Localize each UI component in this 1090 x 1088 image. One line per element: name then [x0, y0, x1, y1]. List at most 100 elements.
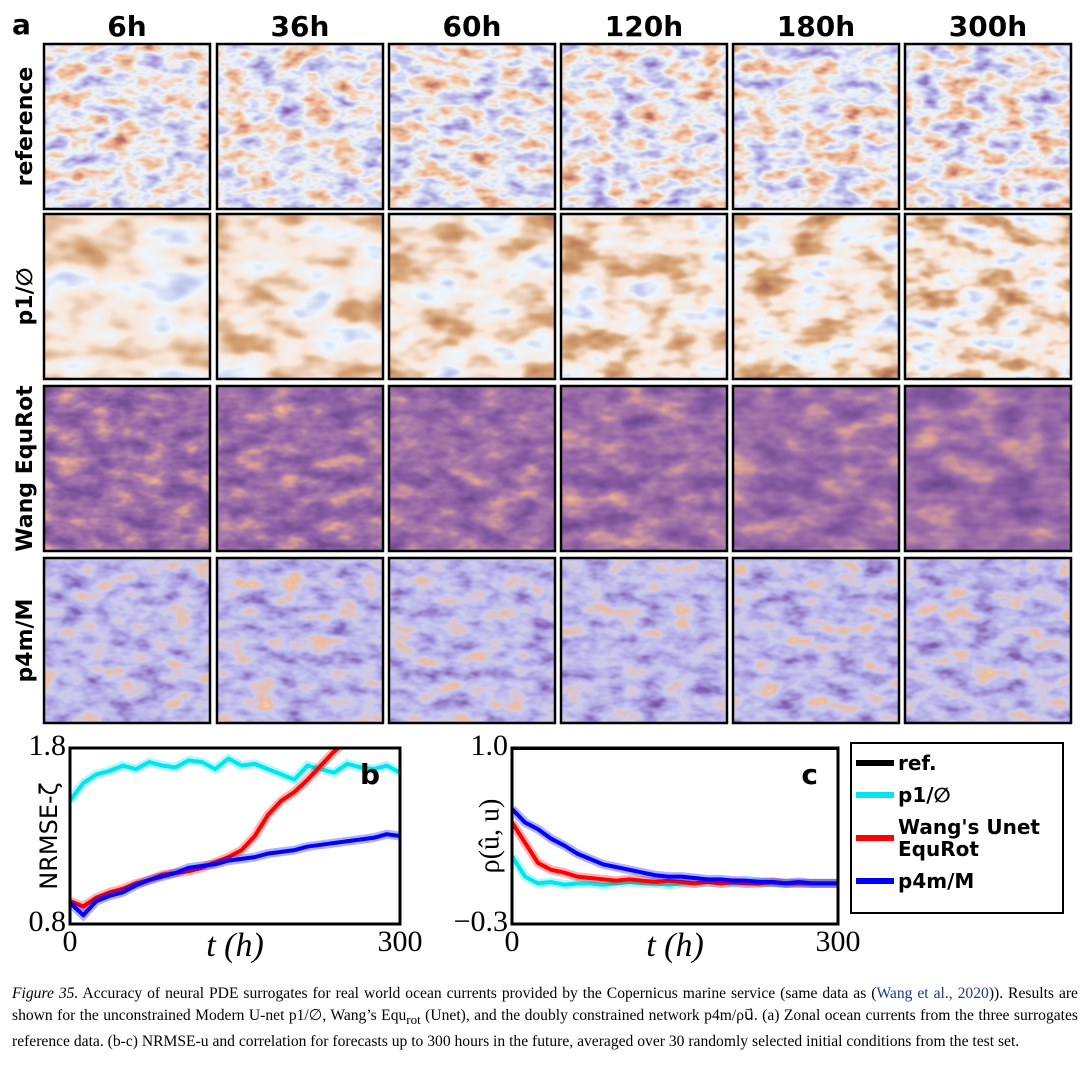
legend-label: p4m/M [898, 869, 975, 893]
y-tick-label: −0.3 [454, 905, 508, 938]
y-tick-label: 1.8 [29, 729, 67, 762]
image-frame [215, 212, 385, 381]
plot-frame [68, 746, 402, 926]
row-label: p1/∅ [13, 268, 38, 326]
citation: Wang et al., 2020 [876, 985, 989, 1002]
field-image [44, 558, 210, 723]
legend-swatch [856, 835, 894, 841]
plot-frame [510, 746, 840, 926]
image-frame [559, 556, 729, 725]
x-tick-label: 300 [378, 925, 423, 958]
image-frame [387, 212, 557, 381]
image-frame [903, 384, 1073, 553]
field-image [561, 558, 727, 723]
image-frame [42, 384, 212, 553]
image-frame [42, 42, 212, 211]
field-image [389, 214, 555, 379]
y-tick-label: 0.8 [29, 905, 67, 938]
row-label: reference [13, 67, 38, 187]
field-image [733, 214, 899, 379]
legend-label: p1/∅ [898, 783, 951, 807]
field-image [44, 44, 210, 209]
image-frame [215, 556, 385, 725]
column-header: 300h [949, 10, 1027, 43]
field-image [905, 214, 1071, 379]
field-image [733, 558, 899, 723]
column-header: 60h [443, 10, 502, 43]
image-frame [42, 212, 212, 381]
row-label: p4m/M [13, 599, 38, 683]
field-image [733, 386, 899, 551]
image-frame [387, 384, 557, 553]
field-image [44, 386, 210, 551]
field-image [217, 558, 383, 723]
field-image [217, 214, 383, 379]
image-frame [731, 556, 901, 725]
image-frame [903, 212, 1073, 381]
field-image [389, 558, 555, 723]
row-label: Wang EquRot [13, 385, 38, 552]
x-tick-label: 0 [63, 925, 78, 958]
image-frame [387, 556, 557, 725]
caption-text: Accuracy of neural PDE surrogates for re… [78, 985, 877, 1002]
y-axis-label: NRMSE-ζ [35, 782, 63, 889]
x-tick-label: 0 [505, 925, 520, 958]
panel-label: b [360, 758, 380, 791]
panel-label: a [12, 8, 31, 41]
series-line [70, 756, 400, 802]
column-header: 120h [605, 10, 683, 43]
image-frame [559, 42, 729, 211]
image-frame [215, 384, 385, 553]
field-image [561, 214, 727, 379]
field-image [44, 214, 210, 379]
field-image [561, 386, 727, 551]
series-band [70, 829, 400, 922]
series-band [70, 748, 346, 912]
panel-label: c [801, 758, 818, 791]
x-tick-label: 300 [816, 925, 861, 958]
image-frame [903, 42, 1073, 211]
series-line [512, 807, 838, 886]
caption-label: Figure 35. [12, 985, 79, 1002]
image-frame [559, 384, 729, 553]
image-frame [731, 212, 901, 381]
image-frame [731, 42, 901, 211]
caption-text: )). Results are shown for the unconstrai… [12, 985, 1078, 1024]
series-line [70, 832, 400, 918]
caption-text: (Unet), and the doubly constrained netwo… [12, 1007, 1078, 1051]
legend-swatch [856, 760, 894, 766]
legend-swatch [856, 878, 894, 884]
image-frame [387, 42, 557, 211]
image-frame [731, 384, 901, 553]
y-axis-label: ρ(û, u) [474, 799, 505, 874]
legend-item: p4m/M [856, 870, 1058, 892]
legend-item: ref. [856, 752, 1058, 774]
image-frame [215, 42, 385, 211]
field-image [905, 386, 1071, 551]
legend: ref. p1/∅ Wang's Unet EquRot p4m/M [850, 742, 1064, 914]
legend-label: ref. [898, 751, 937, 775]
field-image [217, 44, 383, 209]
field-image [389, 44, 555, 209]
x-axis-label: t (h) [206, 927, 264, 964]
x-axis-label: t (h) [646, 927, 704, 964]
column-header: 36h [271, 10, 330, 43]
legend-label: Wang's Unet EquRot [898, 815, 1040, 861]
caption: Figure 35. Accuracy of neural PDE surrog… [12, 983, 1078, 1053]
image-frame [559, 212, 729, 381]
image-frame [903, 556, 1073, 725]
series-line [70, 748, 342, 909]
field-image [905, 44, 1071, 209]
caption-subscript: rot [406, 1012, 421, 1028]
legend-swatch [856, 792, 894, 798]
image-frame [42, 556, 212, 725]
legend-item: p1/∅ [856, 784, 1058, 806]
legend-item: Wang's Unet EquRot [856, 816, 1058, 860]
field-image [389, 386, 555, 551]
figure-panels: a 6h 36h 60h 120h 180h 300h reference p1/∅ Wang … [12, 8, 1073, 964]
field-image [217, 386, 383, 551]
field-image [561, 44, 727, 209]
column-header: 180h [777, 10, 855, 43]
column-header: 6h [107, 10, 146, 43]
